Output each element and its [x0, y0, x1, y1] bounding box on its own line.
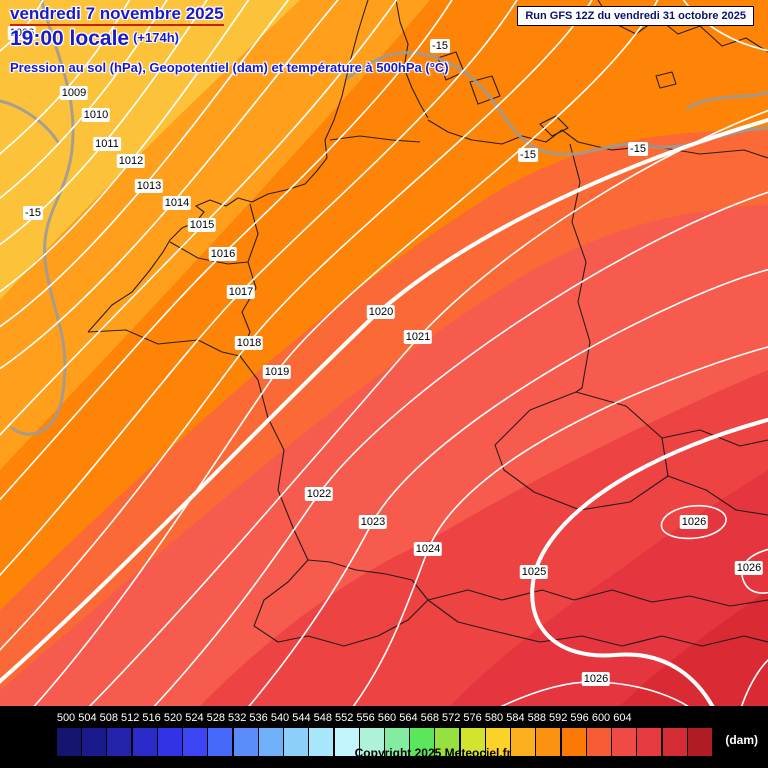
colorbar-swatch [258, 728, 283, 756]
country-borders [87, 0, 768, 647]
colorbar-swatch [511, 728, 536, 756]
forecast-offset: (+174h) [133, 30, 179, 45]
colorbar-tick: 540 [270, 712, 290, 724]
colorbar-swatch [284, 728, 309, 756]
colorbar-tick: 512 [121, 712, 140, 724]
colorbar-swatch [208, 728, 233, 756]
colorbar-swatch [107, 728, 132, 756]
colorbar-swatch [460, 728, 485, 756]
colorbar-tick: 572 [442, 712, 461, 724]
colorbar-swatch [435, 728, 460, 756]
colorbar-tick: 508 [99, 712, 118, 724]
colorbar-tick: 544 [292, 712, 311, 724]
colorbar-tick: 556 [356, 712, 375, 724]
colorbar-swatch [334, 728, 359, 756]
colorbar-swatch [157, 728, 182, 756]
colorbar-strip: 500 504 508 512 516 520 524 528 532 536 540 544 548 5… [0, 706, 768, 768]
map-subtitle: Pression au sol (hPa), Geopotentiel (dam… [10, 60, 449, 75]
colorbar-tick: 568 [420, 712, 439, 724]
weather-map [0, 0, 768, 706]
colorbar-swatch [561, 728, 586, 756]
colorbar-tick: 560 [377, 712, 397, 724]
copyright-text: Copyright 2025 Meteociel.fr [354, 746, 512, 760]
colorbar-swatch [662, 728, 687, 756]
colorbar-swatch [57, 728, 81, 756]
colorbar-tick: 596 [570, 712, 589, 724]
time-label: 19:00 locale (+174h) [10, 27, 449, 51]
run-info-box: Run GFS 12Z du vendredi 31 octobre 2025 [517, 6, 754, 26]
colorbar-tick: 600 [591, 712, 611, 724]
colorbar-tick: 592 [549, 712, 568, 724]
colorbar-swatch [410, 728, 435, 756]
colorbar-tick: 552 [335, 712, 354, 724]
colorbar-unit: (dam) [725, 733, 758, 747]
colorbar-swatch [485, 728, 510, 756]
colorbar-tick: 504 [78, 712, 97, 724]
colorbar-tick: 516 [142, 712, 161, 724]
date-label: vendredi 7 novembre 2025 [10, 4, 224, 26]
colorbar-tick: 576 [463, 712, 482, 724]
colorbar-tick: 520 [163, 712, 183, 724]
colorbar-tick: 584 [506, 712, 525, 724]
temperature-bands [0, 0, 768, 706]
colorbar-swatch [183, 728, 208, 756]
colorbar-swatch [132, 728, 157, 756]
colorbar-swatch [637, 728, 662, 756]
colorbar-swatch [359, 728, 384, 756]
colorbar-tick: 536 [249, 712, 268, 724]
colorbar-swatch [586, 728, 611, 756]
colorbar-tick: 604 [613, 712, 632, 724]
colorbar-tick: 588 [527, 712, 546, 724]
map-header: vendredi 7 novembre 2025 19:00 locale (+1… [10, 4, 449, 75]
colorbar-tick: 580 [484, 712, 504, 724]
local-time: 19:00 locale [10, 27, 130, 50]
colorbar-tick: 528 [206, 712, 225, 724]
colorbar-tick: 564 [399, 712, 418, 724]
colorbar-swatch [384, 728, 409, 756]
colorbar-swatch [309, 728, 334, 756]
colorbar-swatch [687, 728, 712, 756]
colorbar-swatch [233, 728, 258, 756]
colorbar-tick: 500 [56, 712, 76, 724]
colorbar-tick: 532 [228, 712, 247, 724]
colorbar-tick: 548 [313, 712, 332, 724]
colorbar-swatch [82, 728, 107, 756]
colorbar-swatch [612, 728, 637, 756]
colorbar-tick: 524 [185, 712, 204, 724]
colorbar-swatch [536, 728, 561, 756]
